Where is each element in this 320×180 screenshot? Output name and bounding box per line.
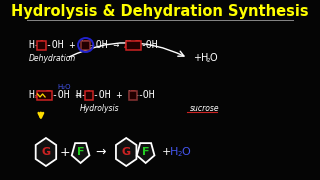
Text: Hydrolysis: Hydrolysis [80,103,119,112]
FancyBboxPatch shape [126,40,140,50]
Text: -OH: -OH [137,90,155,100]
Text: B: B [129,90,137,100]
Text: H₂O: H₂O [57,84,70,90]
FancyBboxPatch shape [37,40,46,50]
Text: -OH: -OH [140,40,158,50]
Text: -OH + H-: -OH + H- [46,40,93,50]
Text: O: O [181,147,190,157]
Text: F: F [77,147,84,157]
Polygon shape [137,143,155,163]
Text: H: H [170,147,179,157]
Text: F: F [142,147,149,157]
Text: H-: H- [76,90,87,100]
Text: A: A [38,40,45,50]
Text: +: + [193,53,201,63]
Text: 2: 2 [206,57,210,62]
Text: Hydrolysis & Dehydration Synthesis: Hydrolysis & Dehydration Synthesis [11,3,309,19]
Polygon shape [72,143,89,163]
Text: A: A [85,90,93,100]
Text: A-B: A-B [35,90,54,100]
Text: -OH + H-: -OH + H- [93,90,140,100]
Text: G: G [41,147,51,157]
Text: B: B [82,40,89,50]
Text: H-: H- [28,40,40,50]
FancyBboxPatch shape [81,40,90,50]
FancyBboxPatch shape [129,91,137,100]
Text: O: O [209,53,217,63]
Polygon shape [36,138,56,166]
Text: H: H [201,53,208,63]
Text: G: G [122,147,131,157]
Text: Dehydration: Dehydration [29,53,76,62]
FancyBboxPatch shape [85,91,93,100]
Text: A-B: A-B [124,40,143,50]
Text: sucrose: sucrose [189,103,219,112]
Text: +: + [162,147,171,157]
FancyBboxPatch shape [37,91,52,100]
Polygon shape [116,138,136,166]
Text: H-: H- [28,90,40,100]
Text: -OH →: -OH → [52,90,81,100]
Text: →: → [96,145,106,159]
Text: -OH → H-: -OH → H- [90,40,137,50]
Text: 2: 2 [178,151,182,157]
Text: +: + [59,145,70,159]
